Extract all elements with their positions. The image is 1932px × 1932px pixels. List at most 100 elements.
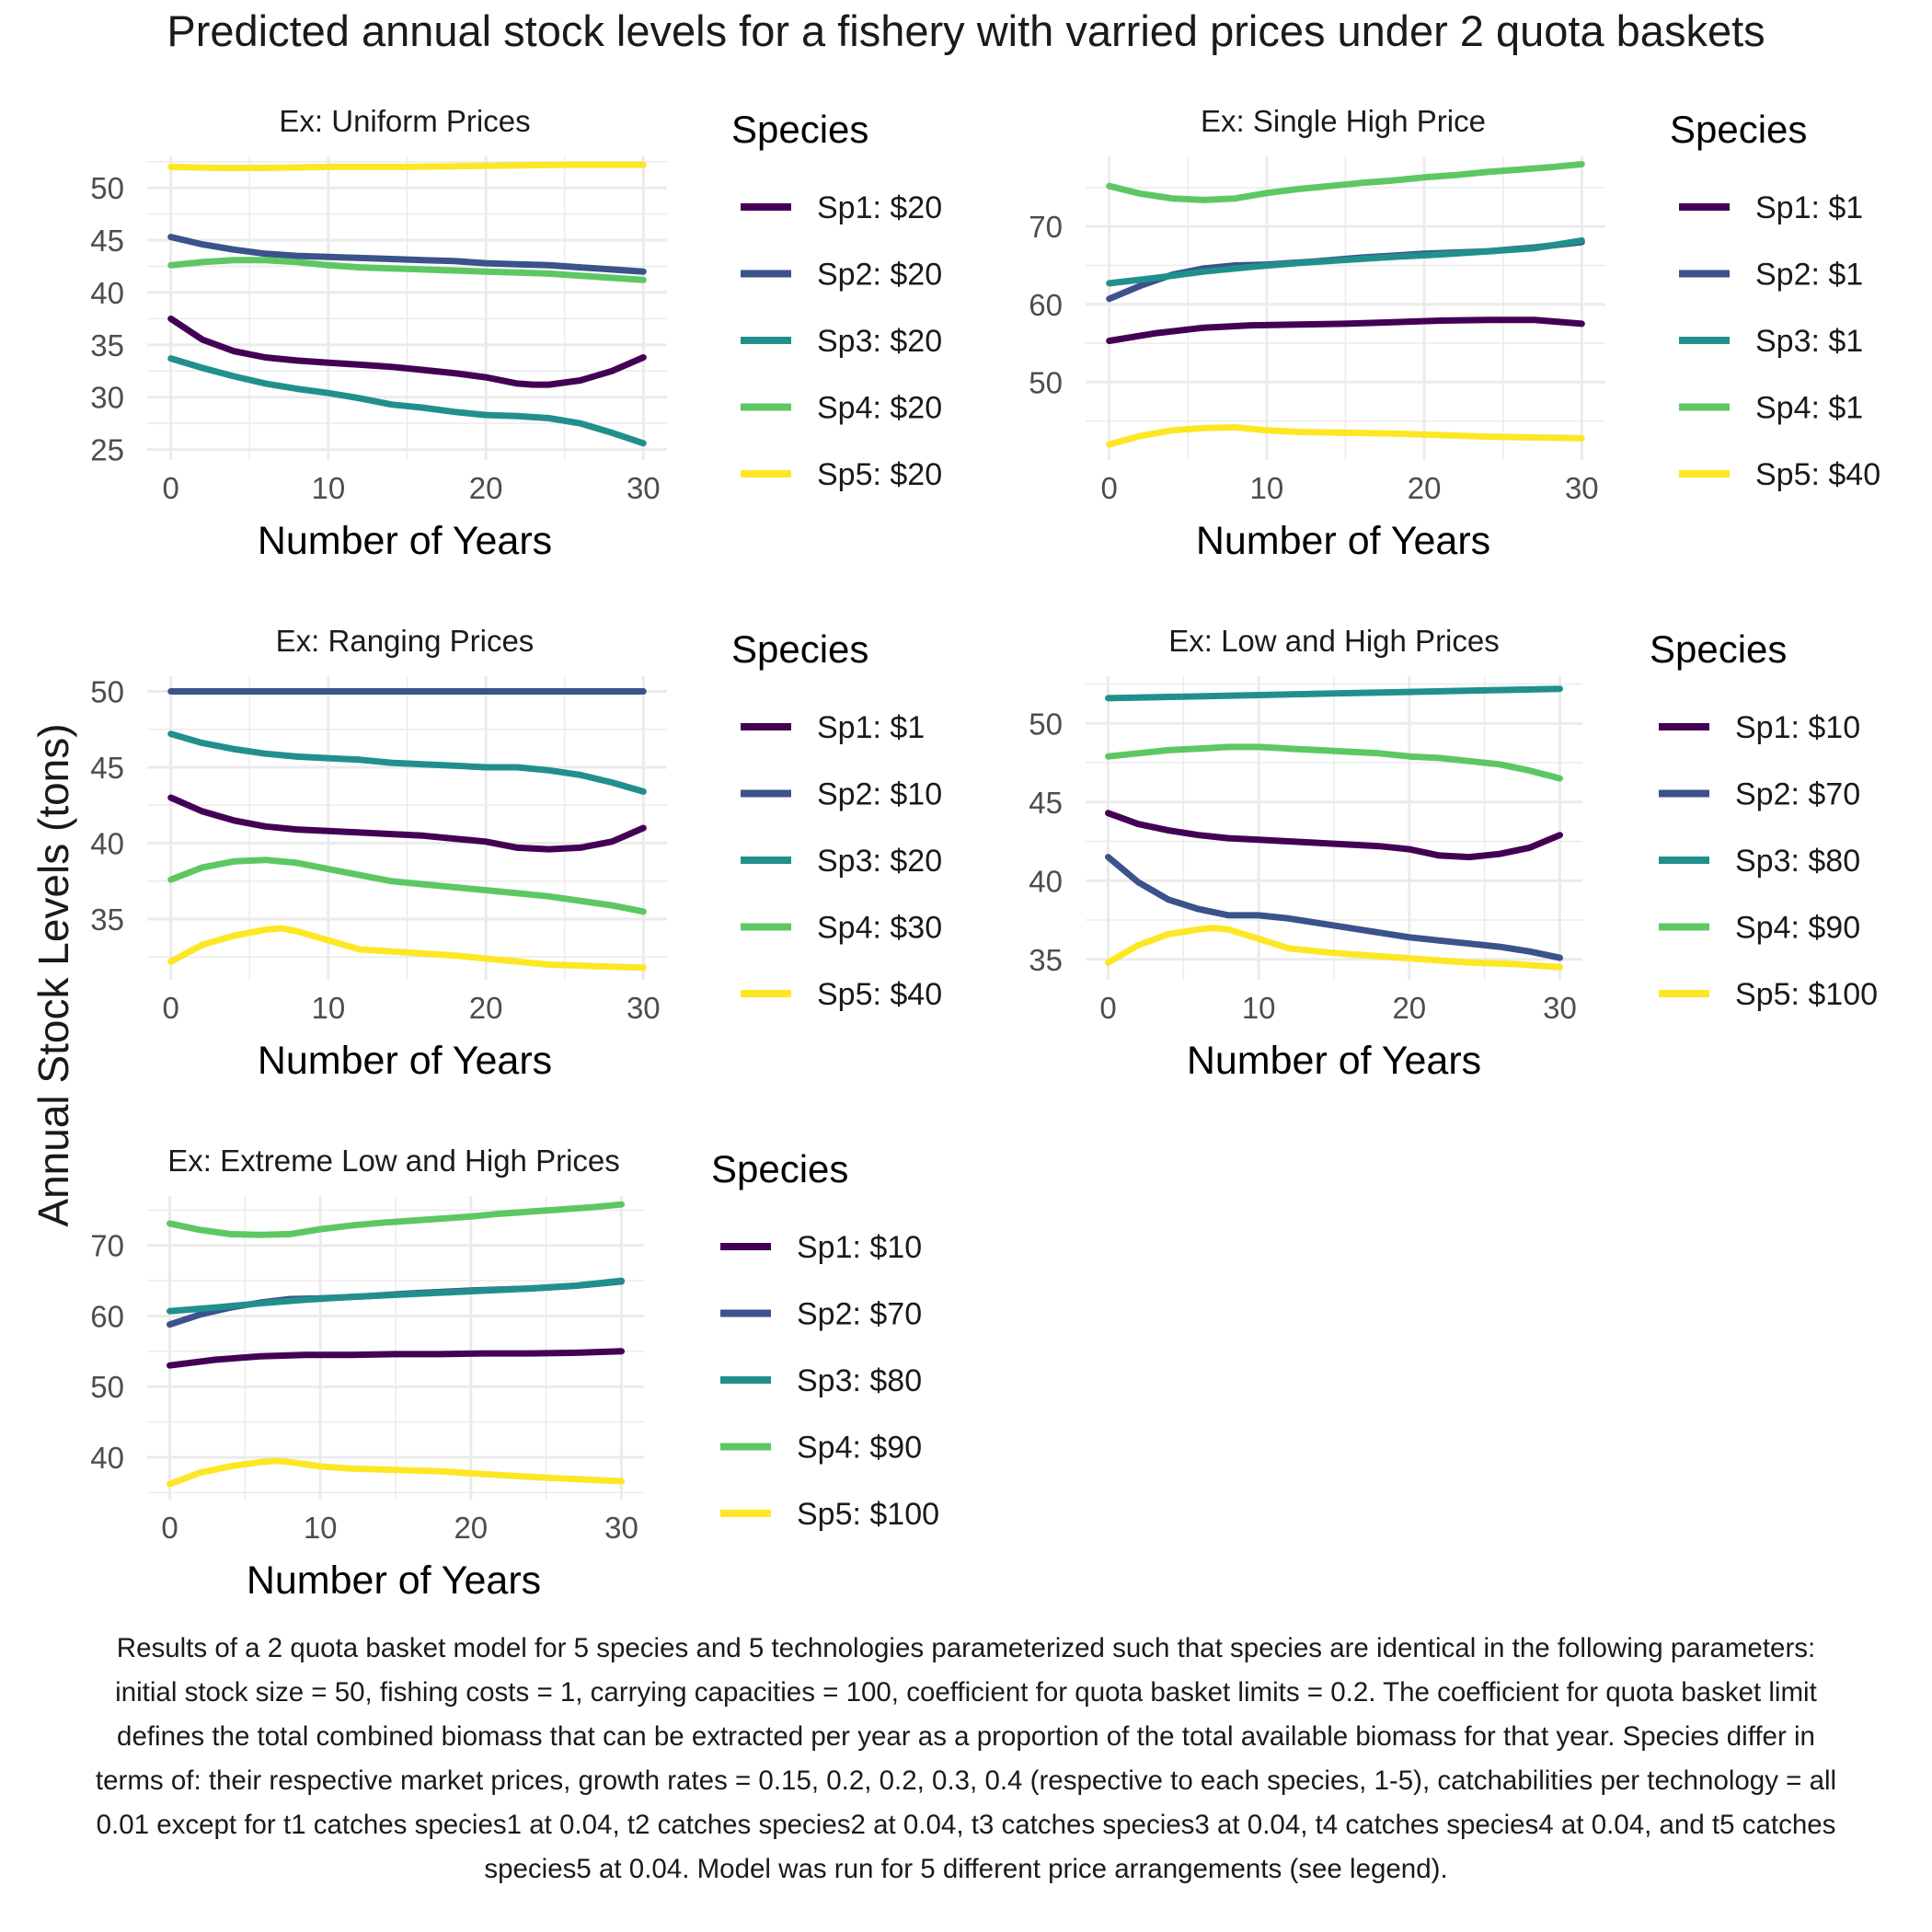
legend-label: Sp1: $20: [817, 190, 942, 225]
legend-title: Species: [1670, 108, 1807, 151]
y-tick-label: 50: [90, 1370, 124, 1404]
chart-panel: 0 10 20 30 50 60 70 Ex: Single High Price Number…: [1029, 104, 1880, 563]
x-tick-label: 20: [1408, 471, 1442, 505]
legend-title: Species: [731, 108, 868, 151]
x-tick-label: 20: [1392, 991, 1426, 1025]
figure-title: Predicted annual stock levels for a fish…: [167, 6, 1765, 55]
legend-label: Sp5: $40: [1755, 457, 1880, 492]
legend-title: Species: [1650, 627, 1787, 671]
legend: Species Sp1: $10 Sp2: $70 Sp3: $80 Sp4: $90 S…: [711, 1147, 939, 1532]
legend-label: Sp4: $20: [817, 391, 942, 426]
x-tick-label: 0: [163, 991, 179, 1025]
legend-label: Sp2: $20: [817, 258, 942, 293]
legend-label: Sp3: $80: [797, 1363, 922, 1398]
legend-label: Sp3: $20: [817, 324, 942, 359]
series-line: [167, 794, 647, 853]
x-tick-label: 30: [627, 991, 661, 1025]
x-axis-label: Number of Years: [247, 1558, 541, 1603]
x-tick-label: 30: [1565, 471, 1599, 505]
y-tick-label: 40: [90, 1441, 124, 1475]
y-tick-label: 50: [90, 171, 124, 205]
panel-title: Ex: Ranging Prices: [276, 624, 535, 658]
x-axis-label: Number of Years: [258, 1039, 552, 1083]
x-tick-label: 20: [454, 1511, 488, 1545]
y-tick-label: 60: [1029, 288, 1063, 322]
y-tick-label: 70: [1029, 210, 1063, 244]
legend-label: Sp5: $100: [1735, 977, 1878, 1012]
series-line: [167, 315, 647, 388]
y-tick-label: 45: [1029, 786, 1063, 820]
legend-label: Sp1: $1: [817, 710, 925, 745]
y-tick-label: 50: [90, 675, 124, 709]
legend: Species Sp1: $10 Sp2: $70 Sp3: $80 Sp4: $90 S…: [1650, 627, 1878, 1012]
x-tick-label: 0: [163, 471, 179, 505]
series-line: [167, 1348, 625, 1369]
x-tick-label: 10: [312, 471, 346, 505]
legend-title: Species: [731, 627, 868, 671]
legend-label: Sp4: $30: [817, 911, 942, 946]
series-line: [1106, 316, 1585, 344]
legend-label: Sp1: $10: [797, 1230, 922, 1265]
panel-title: Ex: Extreme Low and High Prices: [167, 1144, 620, 1178]
x-tick-label: 10: [312, 991, 346, 1025]
x-tick-label: 20: [469, 471, 503, 505]
x-tick-label: 20: [469, 991, 503, 1025]
series-line: [167, 234, 647, 275]
legend-label: Sp4: $90: [797, 1431, 922, 1466]
series-line: [1106, 236, 1585, 287]
panel-title: Ex: Uniform Prices: [279, 104, 530, 138]
series-line: [167, 1201, 625, 1238]
series-line: [167, 1277, 625, 1315]
series-line: [1106, 424, 1585, 448]
x-axis-label: Number of Years: [258, 519, 552, 563]
chart-panel: 0 10 20 30 35 40 45 50 Ex: Ranging Prices Number …: [90, 624, 942, 1083]
legend-label: Sp5: $20: [817, 457, 942, 492]
y-tick-label: 50: [1029, 707, 1063, 741]
y-tick-label: 35: [1029, 943, 1063, 977]
legend: Species Sp1: $1 Sp2: $10 Sp3: $20 Sp4: $30 Sp…: [731, 627, 942, 1012]
legend-title: Species: [711, 1147, 848, 1190]
y-tick-label: 30: [90, 381, 124, 415]
y-tick-label: 40: [1029, 864, 1063, 898]
series-line: [167, 161, 647, 171]
x-tick-label: 10: [304, 1511, 338, 1545]
chart-panel: 0 10 20 30 35 40 45 50 Ex: Low and High Prices Nu…: [1029, 624, 1878, 1083]
legend-label: Sp3: $20: [817, 844, 942, 879]
x-axis-label: Number of Years: [1187, 1039, 1481, 1083]
legend-label: Sp2: $70: [797, 1297, 922, 1332]
chart-panel: 0 10 20 30 25 30 35 40 45 50 Ex: Uniform Prices Num…: [90, 104, 942, 563]
x-tick-label: 0: [1099, 991, 1116, 1025]
y-tick-label: 45: [90, 224, 124, 258]
legend-label: Sp1: $10: [1735, 710, 1860, 745]
panel-title: Ex: Single High Price: [1201, 104, 1486, 138]
y-tick-label: 70: [90, 1229, 124, 1263]
series-line: [167, 1457, 625, 1488]
y-tick-label: 45: [90, 751, 124, 785]
series-line: [167, 730, 647, 795]
y-tick-label: 60: [90, 1299, 124, 1333]
series-line: [1106, 161, 1585, 203]
x-tick-label: 10: [1242, 991, 1276, 1025]
y-tick-label: 25: [90, 433, 124, 467]
x-tick-label: 0: [161, 1511, 178, 1545]
legend-label: Sp4: $1: [1755, 391, 1863, 426]
series-line: [167, 925, 647, 972]
figure-caption: Results of a 2 quota basket model for 5 …: [95, 1633, 1837, 1884]
y-tick-label: 50: [1029, 365, 1063, 399]
legend-label: Sp2: $70: [1735, 777, 1860, 812]
legend-label: Sp4: $90: [1735, 911, 1860, 946]
legend-label: Sp5: $100: [797, 1497, 939, 1532]
x-tick-label: 30: [627, 471, 661, 505]
y-tick-label: 40: [90, 827, 124, 861]
series-line: [167, 857, 647, 915]
panel-title: Ex: Low and High Prices: [1168, 624, 1500, 658]
series-line: [1105, 685, 1563, 702]
y-tick-label: 40: [90, 276, 124, 310]
series-line: [1105, 925, 1563, 971]
series-line: [1105, 743, 1563, 782]
x-tick-label: 0: [1101, 471, 1118, 505]
legend: Species Sp1: $1 Sp2: $1 Sp3: $1 Sp4: $1 Sp5: …: [1670, 108, 1880, 492]
legend-label: Sp2: $1: [1755, 258, 1863, 293]
legend-label: Sp3: $1: [1755, 324, 1863, 359]
